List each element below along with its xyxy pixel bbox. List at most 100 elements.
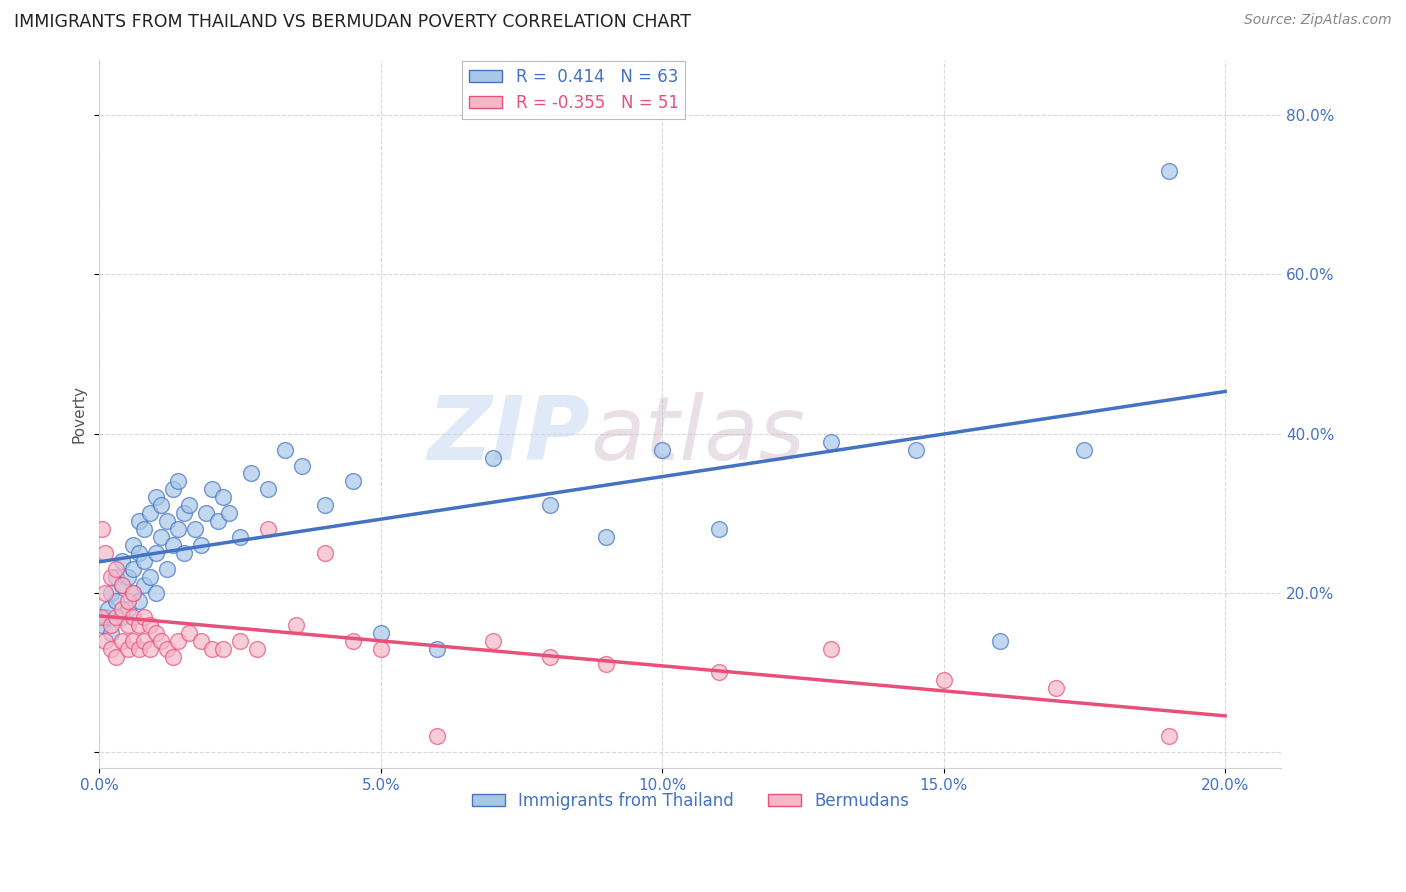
Point xyxy=(122,562,145,576)
Point xyxy=(100,586,122,600)
Point xyxy=(370,625,392,640)
Point xyxy=(426,641,449,656)
Point xyxy=(145,546,167,560)
Point xyxy=(291,458,314,473)
Point xyxy=(162,483,184,497)
Point xyxy=(1157,729,1180,743)
Text: Source: ZipAtlas.com: Source: ZipAtlas.com xyxy=(1244,13,1392,28)
Point xyxy=(988,633,1011,648)
Point xyxy=(342,633,364,648)
Point xyxy=(167,633,190,648)
Point xyxy=(134,609,156,624)
Point xyxy=(342,475,364,489)
Point xyxy=(134,554,156,568)
Point xyxy=(97,601,120,615)
Point xyxy=(167,475,190,489)
Y-axis label: Poverty: Poverty xyxy=(72,384,86,442)
Point xyxy=(218,506,240,520)
Point xyxy=(145,586,167,600)
Point xyxy=(201,483,224,497)
Point xyxy=(139,570,162,584)
Point xyxy=(162,538,184,552)
Point xyxy=(156,562,179,576)
Point xyxy=(190,538,212,552)
Point xyxy=(207,514,229,528)
Point xyxy=(134,633,156,648)
Point xyxy=(179,625,201,640)
Point xyxy=(820,434,842,449)
Point xyxy=(426,729,449,743)
Point xyxy=(111,578,134,592)
Point xyxy=(122,609,145,624)
Point xyxy=(117,617,139,632)
Point xyxy=(128,594,150,608)
Point xyxy=(122,538,145,552)
Point xyxy=(122,586,145,600)
Text: IMMIGRANTS FROM THAILAND VS BERMUDAN POVERTY CORRELATION CHART: IMMIGRANTS FROM THAILAND VS BERMUDAN POV… xyxy=(14,13,692,31)
Point xyxy=(100,570,122,584)
Text: atlas: atlas xyxy=(591,392,804,478)
Point xyxy=(314,546,336,560)
Point xyxy=(179,498,201,512)
Point xyxy=(156,641,179,656)
Point xyxy=(128,546,150,560)
Point xyxy=(1073,442,1095,457)
Point xyxy=(111,633,134,648)
Point xyxy=(111,554,134,568)
Point xyxy=(128,641,150,656)
Point xyxy=(139,617,162,632)
Point xyxy=(314,498,336,512)
Point xyxy=(904,442,927,457)
Point xyxy=(257,483,280,497)
Point xyxy=(94,586,117,600)
Point xyxy=(595,530,617,544)
Point xyxy=(707,522,730,536)
Point xyxy=(229,633,252,648)
Point xyxy=(201,641,224,656)
Point xyxy=(117,570,139,584)
Point xyxy=(105,649,128,664)
Point xyxy=(94,633,117,648)
Point xyxy=(482,450,505,465)
Point xyxy=(595,657,617,672)
Point xyxy=(274,442,297,457)
Point xyxy=(229,530,252,544)
Point xyxy=(190,633,212,648)
Point xyxy=(820,641,842,656)
Point xyxy=(100,641,122,656)
Point xyxy=(150,633,173,648)
Point xyxy=(117,594,139,608)
Point xyxy=(145,625,167,640)
Point xyxy=(134,522,156,536)
Point xyxy=(212,491,235,505)
Point xyxy=(94,609,117,624)
Point xyxy=(1045,681,1067,696)
Point xyxy=(122,633,145,648)
Point xyxy=(134,578,156,592)
Point xyxy=(370,641,392,656)
Point xyxy=(139,641,162,656)
Point xyxy=(538,649,561,664)
Legend: Immigrants from Thailand, Bermudans: Immigrants from Thailand, Bermudans xyxy=(465,785,915,816)
Point xyxy=(651,442,673,457)
Point xyxy=(117,641,139,656)
Point xyxy=(184,522,207,536)
Point xyxy=(100,625,122,640)
Point xyxy=(156,514,179,528)
Point xyxy=(150,498,173,512)
Point xyxy=(91,617,114,632)
Point xyxy=(173,546,195,560)
Point xyxy=(128,617,150,632)
Point xyxy=(105,609,128,624)
Point xyxy=(212,641,235,656)
Point xyxy=(538,498,561,512)
Point xyxy=(100,617,122,632)
Point xyxy=(145,491,167,505)
Point xyxy=(91,522,114,536)
Point xyxy=(162,649,184,664)
Point xyxy=(128,514,150,528)
Point xyxy=(117,601,139,615)
Point xyxy=(94,546,117,560)
Point xyxy=(240,467,263,481)
Point xyxy=(246,641,269,656)
